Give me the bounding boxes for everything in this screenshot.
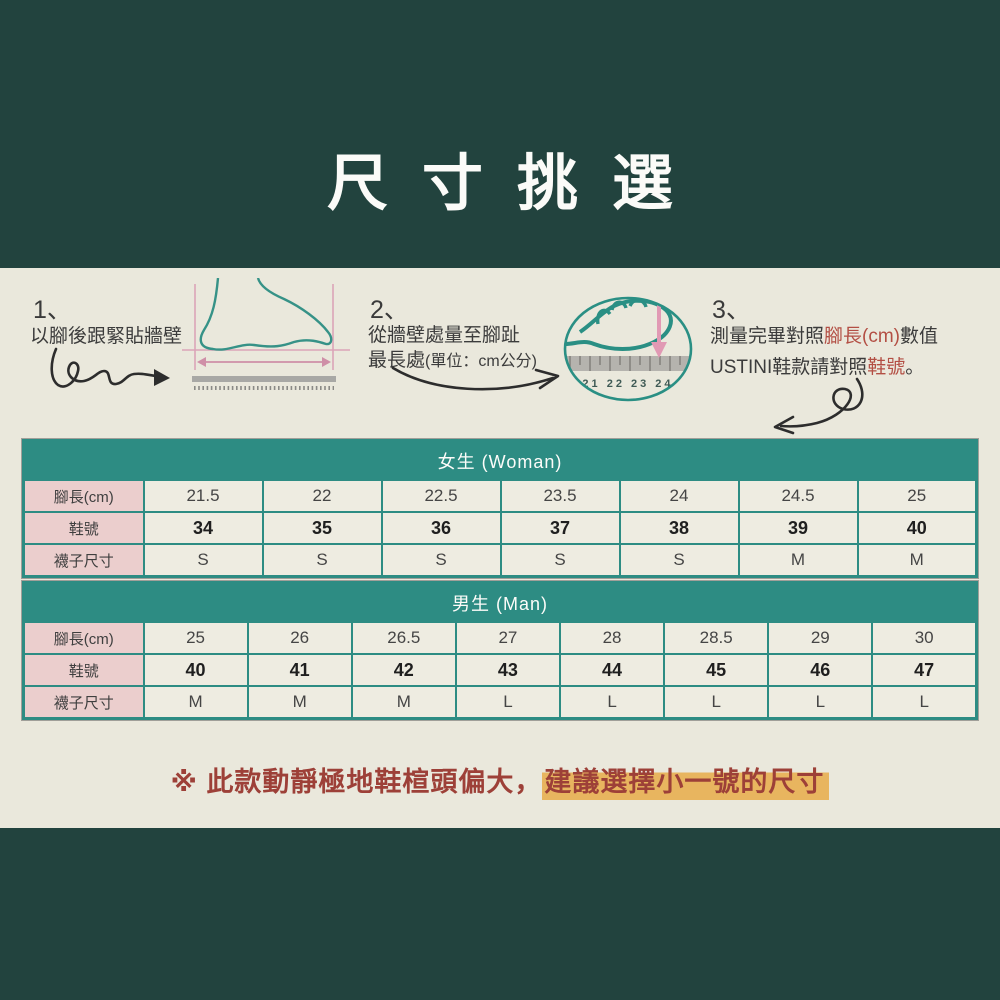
size-value-cell: M [856, 543, 978, 578]
size-value-cell: 39 [737, 511, 859, 545]
step3-text-line2: USTINI鞋款請對照鞋號。 [710, 352, 924, 379]
size-value-cell: 40 [856, 511, 978, 545]
size-value-cell: 27 [454, 621, 562, 655]
step2-line2-sub: (單位：cm公分) [425, 353, 538, 370]
step3-line2-pre: USTINI鞋款請對照 [710, 357, 868, 378]
step3-line2-accent: 鞋號 [867, 357, 906, 378]
size-value-cell: L [871, 685, 978, 720]
size-value-cell: 22 [261, 479, 383, 513]
size-value-cell: 25 [856, 479, 978, 513]
step1-squiggle-arrow-icon [50, 347, 170, 388]
size-value-cell: 21.5 [142, 479, 264, 513]
row-label-cell: 鞋號 [22, 511, 145, 545]
row-label-cell: 襪子尺寸 [22, 685, 145, 720]
step1-text: 以腳後跟緊貼牆壁 [30, 326, 183, 347]
circle-foot-toes [595, 298, 648, 325]
step3-number: 3、 [712, 296, 751, 324]
step1-foot-measure-illustration [182, 278, 350, 390]
size-note: ※ 此款動靜極地鞋楦頭偏大，建議選擇小一號的尺寸 [0, 760, 1000, 800]
table-row: 鞋號 34 35 36 37 38 39 40 [22, 511, 978, 545]
step2-text-line1: 從牆壁處量至腳趾 [368, 325, 521, 346]
table-row: 鞋號 40 41 42 43 44 45 46 47 [22, 653, 978, 687]
row-label-cell: 鞋號 [22, 653, 145, 687]
size-value-cell: M [142, 685, 249, 720]
size-value-cell: S [380, 543, 502, 578]
foot-outline [199, 278, 333, 351]
size-value-cell: 36 [380, 511, 502, 545]
table-title: 女生 (Woman) [23, 440, 977, 480]
size-value-cell: 38 [618, 511, 740, 545]
step3-line1-pre: 測量完畢對照 [710, 326, 825, 347]
step2-curve-arrow-icon [391, 366, 560, 391]
table-row: 腳長(cm) 21.5 22 22.5 23.5 24 24.5 25 [22, 479, 978, 513]
table-title: 男生 (Man) [23, 582, 977, 622]
note-text: ※ 此款動靜極地鞋楦頭偏大， [170, 767, 543, 797]
size-value-cell: 42 [350, 653, 457, 687]
size-value-cell: 47 [871, 653, 978, 687]
step3-curly-arrow-icon [773, 377, 864, 435]
header-band [0, 0, 1000, 268]
size-value-cell: 23.5 [499, 479, 621, 513]
row-label-cell: 腳長(cm) [22, 479, 145, 513]
circle-ruler-numbers: 20 21 22 23 24 25 [558, 378, 698, 390]
size-value-cell: 43 [454, 653, 562, 687]
size-value-cell: 22.5 [380, 479, 502, 513]
size-value-cell: 25 [142, 621, 249, 655]
size-value-cell: M [737, 543, 859, 578]
step3-line1-post: 數值 [900, 326, 939, 347]
size-value-cell: 29 [767, 621, 874, 655]
table-row: 襪子尺寸 S S S S S M M [22, 543, 978, 578]
size-value-cell: 34 [142, 511, 264, 545]
page-title: 尺寸挑選 [326, 148, 707, 217]
size-value-cell: 45 [663, 653, 770, 687]
table-row: 襪子尺寸 M M M L L L L L [22, 685, 978, 720]
table-title-row: 女生 (Woman) [23, 440, 977, 480]
step2-line2-main: 最長處 [368, 350, 426, 371]
step3-line2-post: 。 [905, 357, 925, 378]
size-value-cell: 30 [871, 621, 978, 655]
size-value-cell: S [261, 543, 383, 578]
size-value-cell: L [767, 685, 874, 720]
step2-text-line2: 最長處(單位：cm公分) [368, 345, 537, 372]
size-value-cell: S [499, 543, 621, 578]
table-row: 腳長(cm) 25 26 26.5 27 28 28.5 29 30 [22, 621, 978, 655]
size-value-cell: 46 [767, 653, 874, 687]
size-value-cell: L [663, 685, 770, 720]
size-value-cell: 26 [246, 621, 353, 655]
size-value-cell: 41 [246, 653, 353, 687]
ruler-bar [192, 376, 336, 382]
size-value-cell: 24 [618, 479, 740, 513]
size-value-cell: S [142, 543, 264, 578]
step2-number: 2、 [370, 296, 409, 324]
size-value-cell: M [350, 685, 457, 720]
size-value-cell: 26.5 [350, 621, 457, 655]
row-label-cell: 腳長(cm) [22, 621, 145, 655]
size-value-cell: 24.5 [737, 479, 859, 513]
size-value-cell: 28.5 [663, 621, 770, 655]
size-value-cell: M [246, 685, 353, 720]
step3-text-line1: 測量完畢對照腳長(cm)數值 [710, 321, 938, 348]
size-value-cell: 35 [261, 511, 383, 545]
size-value-cell: 40 [142, 653, 249, 687]
size-value-cell: 28 [558, 621, 666, 655]
size-value-cell: S [618, 543, 740, 578]
footer-band [0, 828, 1000, 1000]
man-size-table: 男生 (Man) 腳長(cm) 25 26 26.5 27 28 28.5 29 30 鞋號 40 41… [22, 581, 978, 720]
circle-ruler-bar [565, 356, 691, 371]
step1-number: 1、 [33, 296, 72, 324]
size-value-cell: 37 [499, 511, 621, 545]
table-title-row: 男生 (Man) [23, 582, 977, 622]
note-highlighted-text: 建議選擇小一號的尺寸 [542, 767, 830, 800]
size-value-cell: L [454, 685, 562, 720]
size-value-cell: L [558, 685, 666, 720]
size-value-cell: 44 [558, 653, 666, 687]
step3-line1-accent: 腳長(cm) [824, 326, 900, 347]
row-label-cell: 襪子尺寸 [22, 543, 145, 578]
woman-size-table: 女生 (Woman) 腳長(cm) 21.5 22 22.5 23.5 24 24.5 25 鞋號… [22, 439, 978, 578]
circle-foot-outline [565, 298, 673, 351]
step2-ruler-circle-illustration: 20 21 22 23 24 25 [558, 296, 698, 402]
